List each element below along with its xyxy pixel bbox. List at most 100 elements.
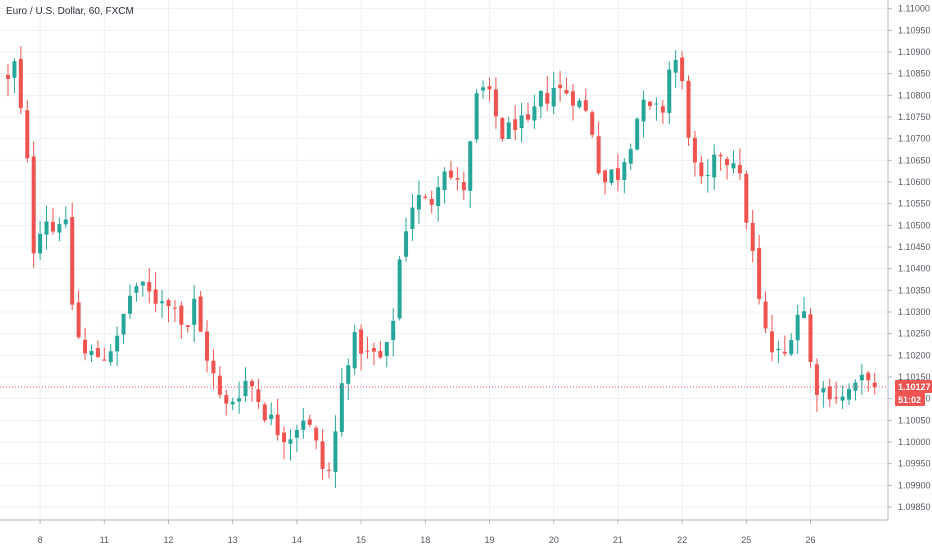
- price-tick-label: 1.10850: [898, 69, 931, 79]
- candle-body: [635, 118, 640, 150]
- price-tick-label: 1.11000: [898, 4, 930, 14]
- candle-body: [461, 182, 466, 191]
- candle-body: [429, 198, 434, 205]
- candle-body: [262, 404, 267, 421]
- price-tick-label: 1.10800: [898, 90, 931, 100]
- candle-body: [31, 156, 36, 254]
- candle-body: [737, 165, 742, 174]
- candle-body: [538, 90, 543, 107]
- price-tick-label: 1.10000: [898, 437, 931, 447]
- candle-body: [667, 69, 672, 113]
- candle-body: [821, 388, 826, 393]
- time-tick-label: 19: [484, 535, 494, 545]
- candle-body: [744, 173, 749, 223]
- candle-body: [205, 331, 210, 361]
- candle-body: [339, 383, 344, 433]
- candle-body: [89, 351, 94, 355]
- candle-body: [757, 248, 762, 300]
- candle-body: [217, 375, 222, 395]
- candle-body: [545, 93, 550, 104]
- candle-body: [866, 372, 871, 381]
- candle-body: [731, 163, 736, 169]
- candle-body: [558, 84, 563, 89]
- candle-body: [230, 401, 235, 405]
- candle-body: [115, 335, 120, 352]
- candle-body: [699, 162, 704, 177]
- candle-body: [243, 380, 248, 397]
- candle-body: [352, 332, 357, 369]
- candle-body: [249, 381, 254, 387]
- candle-body: [50, 221, 55, 232]
- candle-body: [83, 339, 88, 354]
- candle-body: [455, 178, 460, 180]
- time-tick-label: 18: [420, 535, 430, 545]
- candle-body: [224, 395, 229, 404]
- candle-body: [320, 441, 325, 469]
- candle-body: [179, 305, 184, 325]
- candle-body: [615, 168, 620, 180]
- price-axis[interactable]: 1.11000 1.10950 1.10900 1.10850 1.10800 1.107…: [888, 4, 931, 512]
- time-tick-label: 21: [613, 535, 623, 545]
- countdown-label: 51:02: [898, 395, 921, 405]
- candle-body: [442, 171, 447, 191]
- last-price-label: 1.10127: [898, 382, 931, 392]
- candle-body: [660, 106, 665, 113]
- price-tick-label: 1.10550: [898, 199, 931, 209]
- candle-body: [718, 154, 723, 157]
- candle-body: [436, 187, 441, 206]
- candle-body: [487, 86, 492, 90]
- candle-body: [596, 136, 601, 174]
- time-tick-label: 8: [38, 535, 43, 545]
- price-tick-label: 1.10250: [898, 329, 931, 339]
- candle-body: [301, 420, 306, 430]
- candle-body: [577, 100, 582, 108]
- candle-body: [365, 350, 370, 352]
- candle-body: [327, 469, 331, 471]
- candle-body: [256, 389, 261, 403]
- candle-body: [712, 154, 717, 178]
- candle-body: [6, 74, 10, 79]
- candle-body: [590, 112, 595, 135]
- price-tick-label: 1.10300: [898, 307, 931, 317]
- candle-body: [314, 427, 319, 441]
- candle-body: [404, 231, 409, 257]
- time-axis[interactable]: 8 11 12 13 14 15 18 19 20 21 22 25 26: [38, 520, 816, 545]
- candle-body: [108, 351, 113, 363]
- candle-body: [282, 432, 287, 443]
- candle-body: [506, 122, 511, 139]
- candle-body: [127, 295, 132, 314]
- candle-body: [532, 106, 537, 121]
- last-price-badge-bg: [895, 379, 932, 393]
- candle-body: [391, 320, 396, 341]
- candle-body: [44, 221, 49, 235]
- last-price-badge: 1.10127 51:02: [895, 379, 932, 406]
- candle-body: [359, 329, 364, 354]
- candle-body: [25, 110, 30, 159]
- candle-body: [570, 91, 575, 106]
- candle-body: [378, 350, 383, 358]
- chart-title: Euro / U.S. Dollar, 60, FXCM: [6, 6, 134, 17]
- candle-body: [57, 224, 62, 233]
- price-tick-label: 1.10750: [898, 112, 931, 122]
- candle-body: [423, 196, 428, 198]
- candle-body: [827, 386, 832, 400]
- candle-body: [63, 219, 68, 225]
- candle-body: [872, 382, 877, 387]
- price-tick-label: 1.10950: [898, 25, 931, 35]
- candle-body: [481, 87, 486, 91]
- countdown-badge-bg: [895, 392, 925, 406]
- candle-body: [551, 87, 556, 107]
- candle-body: [763, 301, 768, 329]
- candle-body: [500, 117, 505, 139]
- candle-body: [493, 89, 498, 117]
- candle-body: [371, 348, 376, 352]
- candle-body: [648, 101, 652, 107]
- candle-body: [725, 158, 730, 166]
- candle-body: [654, 103, 659, 105]
- candle-body: [583, 100, 588, 111]
- price-tick-label: 1.10500: [898, 220, 931, 230]
- candle-body: [102, 359, 107, 361]
- time-tick-label: 25: [741, 535, 751, 545]
- candle-body: [782, 351, 787, 354]
